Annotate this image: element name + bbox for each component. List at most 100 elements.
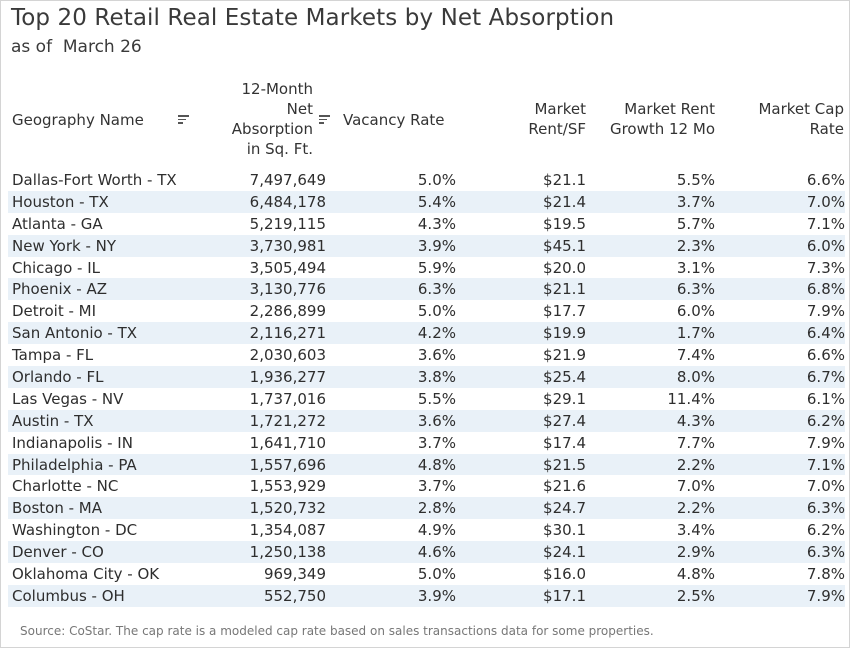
table-row: Charlotte - NC 1,553,929 3.7% $21.6 7.0% 7.0% [8,475,845,497]
table-row: Dallas-Fort Worth - TX 7,497,649 5.0% $21.1… [8,169,845,191]
cell-vacancy-rate: 3.9% [326,584,456,607]
cell-geography: Atlanta - GA [12,214,103,233]
cell-net-absorption: 1,557,696 [204,453,326,476]
cell-net-absorption: 6,484,178 [204,190,326,213]
table-row: Atlanta - GA 5,219,115 4.3% $19.5 5.7% 7.1% [8,213,845,235]
cell-vacancy-rate: 4.6% [326,541,456,564]
cell-market-rent: $30.1 [543,521,586,540]
page-title: Top 20 Retail Real Estate Markets by Net… [11,5,615,31]
cell-net-absorption: 969,349 [263,564,326,583]
cell-cap-rate: 6.2% [806,521,845,540]
cell-rent-growth: 6.0% [676,302,715,321]
cell-market-rent: $17.7 [543,302,586,321]
cell-cap-rate: 7.9% [806,433,845,452]
cell-geography: Boston - MA [8,497,204,520]
cell-rent-growth: 3.7% [586,190,715,213]
cell-cap-rate: 7.9% [715,584,845,607]
cell-market-rent: $21.9 [543,346,586,365]
sort-icon-absorption[interactable] [319,115,331,124]
cell-vacancy-rate: 2.8% [326,497,456,520]
table-row: San Antonio - TX 2,116,271 4.2% $19.9 1.7% 6.… [8,322,845,345]
cell-rent-growth: 2.3% [586,234,715,257]
cell-net-absorption: 1,520,732 [204,497,326,520]
header-market-rent-line: Rent/SF [528,120,586,138]
cell-net-absorption: 3,505,494 [249,258,326,277]
cell-vacancy-rate: 4.2% [326,322,456,345]
table-row: Washington - DC 1,354,087 4.9% $30.1 3.4% 6.2… [8,519,845,541]
cell-cap-rate: 6.3% [715,497,845,520]
table-row: Las Vegas - NV 1,737,016 5.5% $29.1 11.4% 6.1… [8,388,845,410]
header-net-absorption-line: in Sq. Ft. [246,140,313,158]
cell-cap-rate: 7.8% [806,564,845,583]
cell-market-rent: $21.1 [456,278,586,301]
table-row: Oklahoma City - OK 969,349 5.0% $16.0 4.8% 7.… [8,563,845,585]
table-row: Tampa - FL 2,030,603 3.6% $21.9 7.4% 6.6% [8,344,845,366]
cell-geography: Oklahoma City - OK [12,564,160,583]
cell-net-absorption: 7,497,649 [249,170,326,189]
cell-market-rent: $17.4 [543,433,586,452]
cell-market-rent: $17.1 [456,584,586,607]
cell-geography: Phoenix - AZ [8,278,204,301]
cell-geography: Charlotte - NC [12,477,119,496]
cell-vacancy-rate: 5.0% [417,564,456,583]
cell-cap-rate: 7.1% [715,453,845,476]
page-subtitle: as of March 26 [11,37,142,57]
cell-net-absorption: 1,721,272 [204,409,326,432]
markets-table-body: Dallas-Fort Worth - TX 7,497,649 5.0% $21.1… [8,169,845,607]
cell-net-absorption: 1,250,138 [204,541,326,564]
markets-table: Dallas-Fort Worth - TX 7,497,649 5.0% $21.1… [8,169,845,607]
cell-geography: Columbus - OH [8,584,204,607]
cell-geography: Orlando - FL [8,366,204,388]
header-net-absorption-line: Absorption [231,120,313,138]
cell-rent-growth: 5.5% [676,170,715,189]
cell-geography: Detroit - MI [12,302,97,321]
cell-rent-growth: 1.7% [586,322,715,345]
table-row: Boston - MA 1,520,732 2.8% $24.7 2.2% 6.3% [8,497,845,520]
cell-net-absorption: 3,130,776 [204,278,326,301]
cell-market-rent: $25.4 [456,366,586,388]
table-row: Austin - TX 1,721,272 3.6% $27.4 4.3% 6.2% [8,409,845,432]
header-vacancy-rate[interactable]: Vacancy Rate [343,111,445,129]
cell-net-absorption: 2,030,603 [249,346,326,365]
cell-geography: Denver - CO [8,541,204,564]
cell-net-absorption: 1,737,016 [249,389,326,408]
cell-cap-rate: 6.6% [806,170,845,189]
table-row: Chicago - IL 3,505,494 5.9% $20.0 3.1% 7.3% [8,257,845,279]
header-net-absorption[interactable]: 12-Month Net Absorption in Sq. Ft. [205,79,313,159]
table-row: Phoenix - AZ 3,130,776 6.3% $21.1 6.3% 6.8% [8,278,845,301]
cell-geography: Washington - DC [12,521,138,540]
cell-net-absorption: 552,750 [204,584,326,607]
header-rent-growth[interactable]: Market Rent Growth 12 Mo [596,99,715,139]
cell-market-rent: $21.4 [456,190,586,213]
cell-vacancy-rate: 3.7% [417,477,456,496]
cell-cap-rate: 7.1% [806,214,845,233]
cell-vacancy-rate: 3.8% [326,366,456,388]
cell-geography: Indianapolis - IN [12,433,133,452]
cell-cap-rate: 7.3% [806,258,845,277]
cell-cap-rate: 6.4% [715,322,845,345]
table-row: Philadelphia - PA 1,557,696 4.8% $21.5 2.2% 7… [8,453,845,476]
cell-geography: Tampa - FL [12,346,94,365]
header-rent-growth-line: Growth 12 Mo [609,120,715,138]
cell-rent-growth: 4.3% [586,409,715,432]
cell-vacancy-rate: 5.0% [417,302,456,321]
cell-rent-growth: 8.0% [586,366,715,388]
header-geography-name[interactable]: Geography Name [12,111,144,129]
cell-vacancy-rate: 3.9% [326,234,456,257]
cell-rent-growth: 3.4% [676,521,715,540]
cell-market-rent: $21.1 [543,170,586,189]
cell-vacancy-rate: 3.6% [326,409,456,432]
cell-cap-rate: 7.9% [806,302,845,321]
header-market-rent-line: Market [534,100,586,118]
cell-cap-rate: 7.0% [715,190,845,213]
header-net-absorption-line: 12-Month [241,80,313,98]
cell-market-rent: $24.1 [456,541,586,564]
header-cap-rate[interactable]: Market Cap Rate [730,99,844,139]
sort-icon-geography[interactable] [178,115,190,124]
cell-vacancy-rate: 4.8% [326,453,456,476]
cell-rent-growth: 7.0% [676,477,715,496]
cell-cap-rate: 6.6% [806,346,845,365]
cell-rent-growth: 3.1% [676,258,715,277]
cell-geography: Austin - TX [8,409,204,432]
header-market-rent[interactable]: Market Rent/SF [480,99,586,139]
